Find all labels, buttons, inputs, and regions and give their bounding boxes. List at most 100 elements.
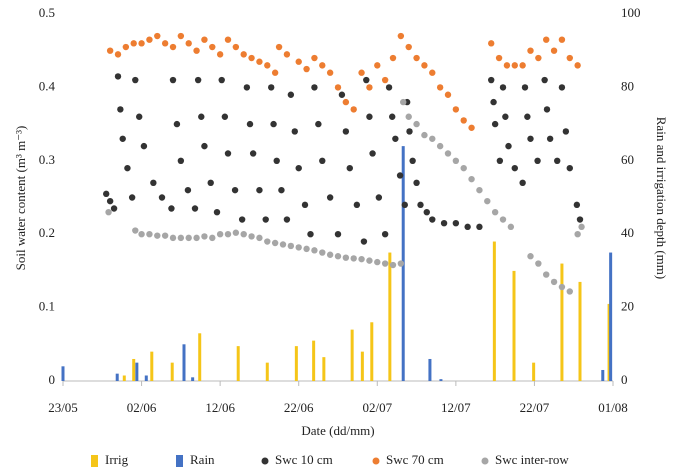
point [193, 234, 200, 242]
point [452, 106, 460, 113]
point [232, 229, 240, 236]
point [311, 247, 318, 254]
point [146, 231, 153, 238]
point [375, 194, 383, 201]
point [574, 231, 581, 238]
point [231, 186, 239, 194]
x-tick-label: 12/06 [205, 400, 235, 415]
point [358, 69, 365, 76]
point [350, 106, 357, 113]
point [566, 54, 573, 62]
point [543, 106, 551, 113]
point [392, 135, 399, 142]
point [527, 135, 534, 142]
legend-swatch [261, 457, 269, 465]
point [488, 76, 495, 84]
point [350, 255, 357, 262]
point [452, 157, 460, 164]
point [238, 216, 246, 223]
y2-tick-label: 100 [621, 5, 641, 20]
legend-label: Swc inter-row [495, 452, 569, 467]
point [262, 216, 269, 223]
point [256, 186, 263, 194]
bar [265, 362, 269, 381]
point [573, 201, 581, 209]
point [397, 260, 405, 267]
bar [170, 362, 174, 381]
point [283, 216, 291, 223]
point [326, 194, 334, 201]
point [400, 98, 407, 106]
bar [512, 270, 516, 381]
point [558, 36, 566, 43]
point [150, 179, 157, 187]
legend-label: Swc 70 cm [386, 452, 444, 467]
point [527, 47, 534, 54]
bar [182, 344, 186, 381]
y-tick-label: 0.3 [39, 152, 55, 167]
point [138, 231, 145, 238]
point [169, 234, 177, 242]
legend-swatch [91, 455, 98, 467]
bar [439, 379, 443, 381]
point [490, 98, 497, 106]
point [550, 47, 558, 54]
point [140, 142, 148, 150]
point [158, 194, 166, 201]
point [240, 51, 247, 58]
bar [350, 329, 354, 381]
point [154, 232, 161, 239]
point [275, 43, 283, 51]
point [366, 84, 373, 91]
point [519, 179, 526, 187]
bar [560, 263, 564, 381]
point [303, 245, 310, 253]
point [124, 164, 131, 172]
point [385, 84, 393, 91]
point [177, 234, 185, 242]
point [535, 260, 542, 267]
point [248, 54, 255, 62]
point [476, 223, 483, 231]
point [444, 150, 452, 157]
point [576, 216, 584, 223]
point [558, 283, 566, 291]
point [185, 234, 192, 242]
point [303, 65, 310, 73]
x-tick-label: 22/07 [520, 400, 550, 415]
point [194, 76, 202, 84]
y2-axis-title: Rain and irrigation depth (mm) [654, 117, 669, 279]
point [264, 238, 271, 245]
point [201, 233, 208, 240]
point [264, 62, 271, 69]
point [381, 76, 389, 84]
point [521, 84, 529, 91]
point [311, 54, 318, 62]
legend-label: Irrig [105, 452, 129, 467]
point [440, 219, 448, 227]
bar [312, 340, 316, 381]
point [119, 135, 126, 142]
point [452, 219, 460, 227]
bar [322, 357, 326, 381]
point [534, 157, 541, 164]
point [295, 164, 302, 172]
point [161, 40, 169, 47]
x-axis-title: Date (dd/mm) [301, 423, 374, 438]
bar [61, 366, 65, 381]
point [342, 254, 350, 261]
y-axis-title: Soil water content (m³ m⁻³) [13, 126, 28, 271]
point [476, 186, 483, 194]
x-tick-label: 01/08 [598, 400, 628, 415]
point [566, 288, 573, 295]
point [338, 91, 346, 98]
point [191, 205, 199, 212]
point [315, 120, 322, 128]
point [342, 98, 350, 106]
point [543, 271, 550, 278]
point [128, 194, 136, 201]
bar [428, 358, 432, 381]
point [291, 128, 298, 135]
point [334, 84, 342, 91]
point [319, 157, 326, 164]
